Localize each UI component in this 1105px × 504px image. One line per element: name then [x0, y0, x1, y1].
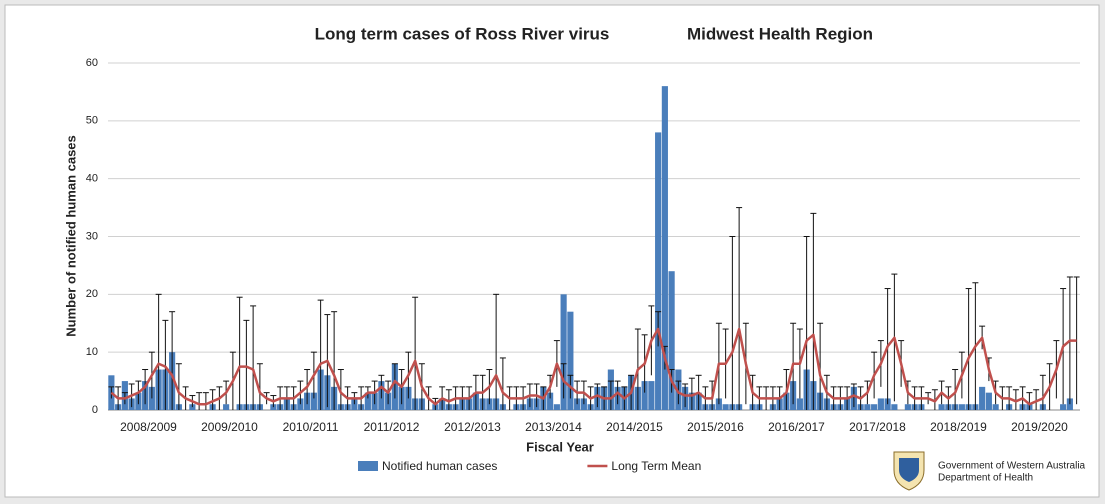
x-tick-label: 2012/2013 [444, 420, 501, 434]
bar [904, 404, 911, 410]
plot [108, 86, 1080, 410]
bar [871, 404, 878, 410]
logo: Government of Western Australia Departme… [893, 451, 1086, 491]
bar [938, 404, 945, 410]
y-tick-label: 60 [86, 57, 98, 69]
chart-title: Long term cases of Ross River virus [315, 24, 610, 43]
bar [560, 294, 567, 410]
x-tick-label: 2017/2018 [849, 420, 906, 434]
bar [661, 86, 668, 410]
x-tick-label: 2016/2017 [768, 420, 825, 434]
legend-swatch [358, 461, 378, 471]
x-tick-label: 2010/2011 [283, 420, 339, 434]
legend-label: Long Term Mean [611, 459, 701, 473]
chart-panel [4, 4, 1100, 498]
mean-line [110, 327, 1077, 406]
logo-line: Department of Health [938, 473, 1033, 484]
bar [148, 386, 155, 410]
bar [405, 386, 412, 410]
bar [722, 404, 729, 410]
bar [796, 398, 803, 410]
y-tick-label: 30 [86, 230, 98, 242]
bar [668, 271, 675, 410]
x-tick-label: 2018/2019 [930, 420, 987, 434]
bar [877, 398, 884, 410]
x-tick-label: 2015/2016 [687, 420, 744, 434]
x-tick-label: 2013/2014 [525, 420, 582, 434]
chart-subtitle: Midwest Health Region [687, 24, 873, 43]
bar [958, 404, 965, 410]
y-tick-label: 20 [86, 288, 98, 300]
x-tick-label: 2011/2012 [364, 420, 420, 434]
logo-line: Government of Western Australia [938, 461, 1086, 472]
y-tick-label: 10 [86, 346, 98, 358]
bar [1060, 404, 1067, 410]
bar [985, 392, 992, 410]
logo-shield [899, 458, 919, 482]
x-tick-label: 2019/2020 [1011, 420, 1068, 434]
bar [979, 386, 986, 410]
bar [891, 404, 898, 410]
x-tick-label: 2009/2010 [201, 420, 258, 434]
x-tick-label: 2008/2009 [120, 420, 177, 434]
y-tick-label: 50 [86, 115, 98, 127]
bar [567, 311, 574, 410]
bar [648, 381, 655, 410]
bar [864, 404, 871, 410]
bar [655, 132, 662, 410]
bar [553, 404, 560, 410]
bar [364, 392, 371, 410]
y-tick-label: 0 [92, 404, 98, 416]
legend-label: Notified human cases [382, 459, 497, 473]
bar [992, 404, 999, 410]
x-axis-title: Fiscal Year [526, 439, 594, 454]
bar [223, 404, 230, 410]
y-tick-label: 40 [86, 173, 98, 185]
bar [547, 392, 554, 410]
bar [641, 381, 648, 410]
y-axis-title: Number of notified human cases [63, 135, 78, 337]
x-tick-label: 2014/2015 [606, 420, 663, 434]
bar [310, 392, 317, 410]
